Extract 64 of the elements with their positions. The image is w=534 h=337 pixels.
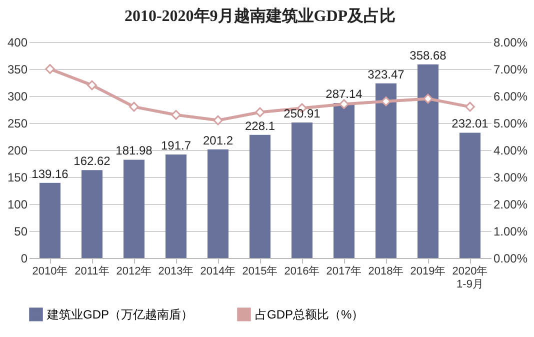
y-tick-label: 200 xyxy=(7,144,28,158)
x-tick-label: 2013年 xyxy=(158,266,194,278)
bar xyxy=(418,64,438,258)
x-tick-label: 2017年 xyxy=(326,266,362,278)
x-tick-label: 2011年 xyxy=(74,266,110,278)
y2-tick-label: 7.00% xyxy=(494,62,528,76)
y2-tick-label: 3.00% xyxy=(494,170,528,184)
y-tick-label: 250 xyxy=(7,116,28,130)
data-label: 232.01 xyxy=(452,116,489,131)
data-label: 250.91 xyxy=(284,106,321,121)
bar xyxy=(292,122,312,258)
data-label: 181.98 xyxy=(116,144,153,158)
data-label: 201.2 xyxy=(202,133,234,148)
bar xyxy=(250,134,270,258)
bar xyxy=(460,132,480,258)
data-label: 191.7 xyxy=(160,138,192,152)
data-label: 162.62 xyxy=(74,154,111,168)
y2-tick-label: 1.00% xyxy=(494,224,528,238)
data-label: 228.1 xyxy=(244,118,276,133)
point xyxy=(381,96,391,106)
bar xyxy=(40,182,60,258)
bar xyxy=(82,170,102,258)
x-tick-label: 2012年 xyxy=(116,266,152,278)
data-label: 323.47 xyxy=(368,67,405,82)
data-label: 358.68 xyxy=(410,48,447,62)
x-tick-label: 2018年 xyxy=(368,266,404,278)
y2-tick-label: 2.00% xyxy=(494,198,528,212)
x-tick-label: 2019年 xyxy=(410,266,446,278)
bar xyxy=(376,83,396,258)
bar xyxy=(208,149,228,258)
point xyxy=(465,102,475,112)
x-tick-label: 2015年 xyxy=(242,266,278,278)
point xyxy=(171,110,181,120)
point xyxy=(339,99,349,110)
data-label: 139.16 xyxy=(32,166,69,181)
y-tick-label: 50 xyxy=(14,224,28,238)
y-tick-label: 400 xyxy=(7,36,28,50)
bar xyxy=(334,102,354,258)
point xyxy=(87,80,97,90)
y2-tick-label: 5.00% xyxy=(494,116,528,130)
y2-tick-label: 0.00% xyxy=(494,252,528,266)
bar xyxy=(166,154,186,258)
point xyxy=(45,64,55,74)
bar xyxy=(124,160,144,258)
x-tick-label: 2020年 1-9月 xyxy=(452,266,488,290)
chart-title: 2010-2020年9月越南建筑业GDP及占比 xyxy=(124,7,396,25)
point xyxy=(213,115,223,126)
y2-tick-label: 8.00% xyxy=(494,36,528,50)
y2-tick-label: 6.00% xyxy=(494,90,528,104)
legend-label: 建筑业GDP（万亿越南盾） xyxy=(46,307,194,322)
y-tick-label: 350 xyxy=(7,62,28,76)
data-label: 287.14 xyxy=(326,86,363,101)
point xyxy=(255,107,265,118)
y-tick-label: 150 xyxy=(7,170,28,184)
legend-label: 占GDP总额比（%） xyxy=(255,307,364,322)
point xyxy=(129,102,139,112)
x-tick-label: 2014年 xyxy=(200,266,236,278)
x-tick-label: 2016年 xyxy=(284,266,320,278)
point xyxy=(423,94,433,104)
x-tick-label: 2010年 xyxy=(32,266,68,278)
y2-tick-label: 4.00% xyxy=(494,144,528,158)
y-tick-label: 0 xyxy=(20,252,28,266)
y-tick-label: 100 xyxy=(7,198,28,212)
y-tick-label: 300 xyxy=(7,90,28,104)
